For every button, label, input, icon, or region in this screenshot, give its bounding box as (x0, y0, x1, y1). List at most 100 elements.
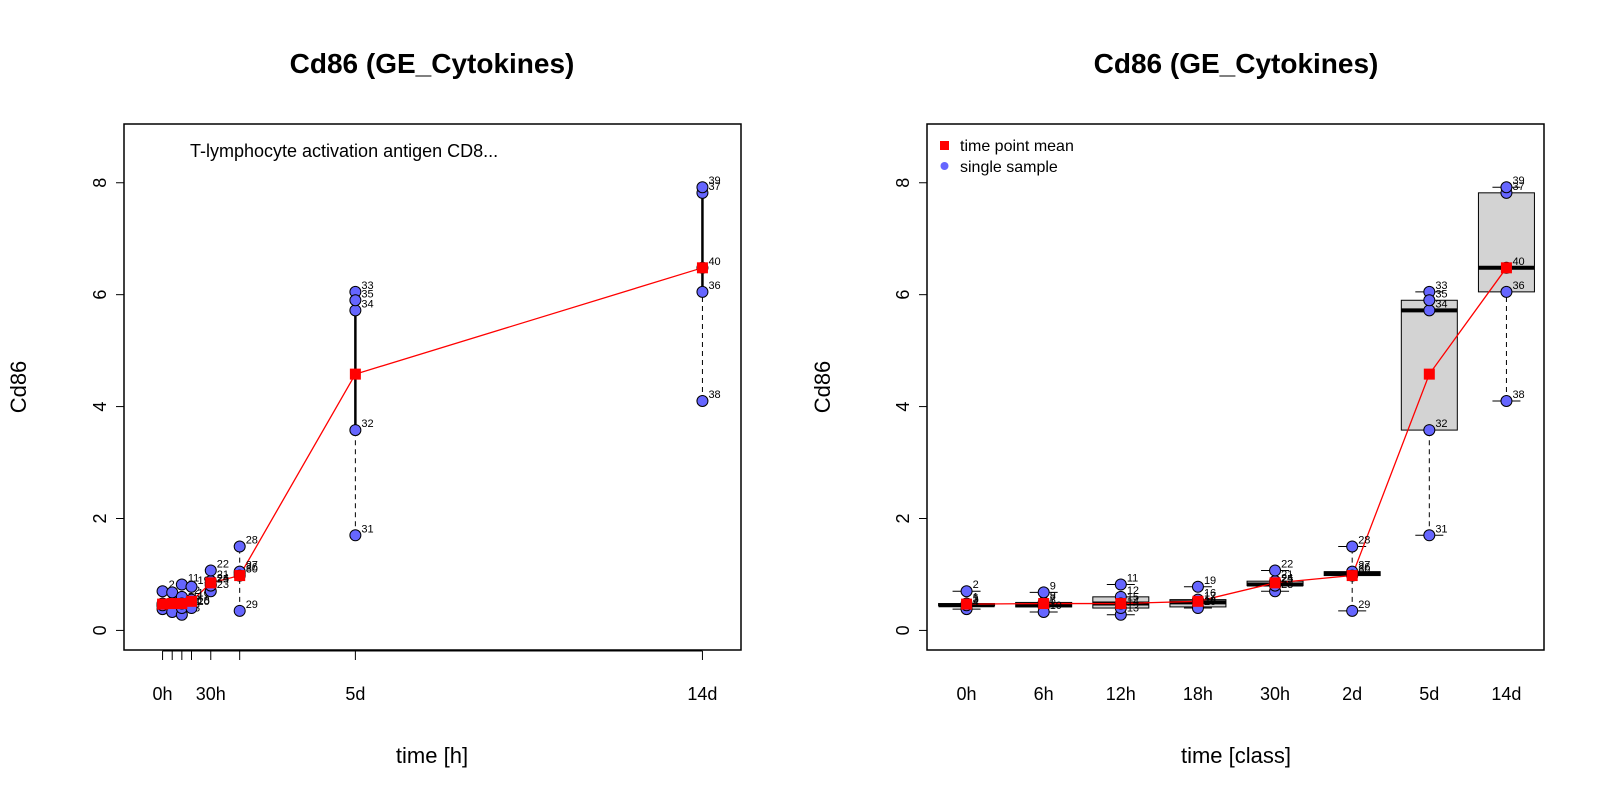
left-y-tick-label: 4 (90, 402, 110, 412)
right-x-tick-label: 6h (1034, 684, 1054, 704)
right-x-axis-label: time [class] (1181, 743, 1291, 768)
right-y-axis-label: Cd86 (810, 361, 835, 414)
right-mean-point (1423, 368, 1435, 380)
right-sample-label: 29 (1358, 599, 1370, 611)
left-mean-point (166, 598, 178, 610)
right-mean-point (1269, 577, 1281, 589)
right-mean-point (1346, 570, 1358, 582)
left-sample-point (696, 394, 709, 407)
left-sample-label: 39 (708, 175, 720, 187)
right-sample-point (1423, 294, 1436, 307)
right-sample-label: 35 (1435, 288, 1447, 300)
left-sample-point (166, 586, 179, 599)
box-body (1400, 299, 1458, 431)
right-x-tick-label: 5d (1419, 684, 1439, 704)
left-y-axis-label: Cd86 (6, 361, 31, 414)
right-y-tick-label: 2 (893, 513, 913, 523)
right-sample-label: 30 (1358, 564, 1370, 576)
legend-mean-swatch (940, 141, 949, 150)
left-sample-label: 35 (361, 288, 373, 300)
right-mean-point (961, 598, 973, 610)
right-sample-label: 12 (1127, 585, 1139, 597)
legend-mean-label: time point mean (960, 138, 1074, 155)
right-chart-title: Cd86 (GE_Cytokines) (1094, 48, 1379, 79)
left-sample-point (233, 604, 246, 617)
right-sample-label: 27 (1358, 560, 1370, 572)
legend: time point mean single sample (940, 138, 1074, 176)
left-sample-label: 2 (169, 579, 175, 591)
left-sample-label: 11 (188, 573, 199, 585)
right-sample-label: 31 (1435, 523, 1447, 535)
right-sample-point (1346, 540, 1359, 553)
right-sample-point (1500, 181, 1513, 194)
right-sample-label: 36 (1512, 280, 1524, 292)
right-sample-label: 16 (1204, 588, 1216, 600)
right-sample-label: 9 (1050, 580, 1056, 592)
left-mean-point (696, 262, 708, 274)
right-sample-point (1500, 285, 1513, 298)
left-mean-line (162, 267, 703, 605)
right-sample-label: 19 (1204, 575, 1216, 587)
left-y-tick-label: 0 (90, 625, 110, 635)
left-y-tick-label: 2 (90, 513, 110, 523)
left-sample-label: 27 (246, 560, 258, 572)
left-sample-point (349, 529, 362, 542)
right-sample-label: 20 (1204, 596, 1216, 608)
left-sample-point (696, 285, 709, 298)
right-sample-label: 5 (973, 593, 979, 605)
right-sample-label: 3 (973, 594, 979, 606)
right-x-tick-label: 18h (1183, 684, 1213, 704)
left-sample-label: 24 (217, 573, 229, 585)
right-y-tick-label: 4 (893, 402, 913, 412)
legend-sample-label: single sample (960, 159, 1058, 176)
right-sample-label: 40 (1512, 256, 1524, 268)
right-mean-point (1500, 262, 1512, 274)
right-sample-label: 26 (1358, 561, 1370, 573)
right-sample-label: 7 (1050, 593, 1056, 605)
left-sample-label: 32 (361, 418, 373, 430)
right-mean-line (966, 267, 1507, 605)
right-sample-point (1423, 304, 1436, 317)
right-sample-label: 23 (1281, 579, 1293, 591)
left-x-tick-label: 5d (345, 684, 365, 704)
right-sample-label: 8 (1050, 590, 1056, 602)
right-sample-label: 2 (973, 579, 979, 591)
right-y-tick-label: 8 (893, 178, 913, 188)
right-sample-point (1114, 578, 1127, 591)
legend-sample-swatch (940, 162, 949, 170)
right-sample-point (960, 585, 973, 598)
right-x-tick-label: 12h (1106, 684, 1136, 704)
box-body (1477, 192, 1535, 293)
left-x-axis-label: time [h] (396, 743, 468, 768)
left-sample-label: 34 (361, 298, 373, 310)
right-mean-point (1115, 598, 1127, 610)
right-y-tick-label: 0 (893, 625, 913, 635)
right-sample-label: 18 (1204, 595, 1216, 607)
left-sample-label: 23 (217, 579, 229, 591)
left-sample-label: 26 (246, 561, 258, 573)
right-sample-point (1346, 604, 1359, 617)
left-sample-point (349, 294, 362, 307)
right-sample-label: 34 (1435, 298, 1447, 310)
left-sample-label: 30 (246, 564, 258, 576)
left-x-tick-label: 0h (153, 684, 173, 704)
left-sample-point (175, 578, 188, 591)
left-y-tick-label: 8 (90, 178, 110, 188)
left-sample-point (233, 540, 246, 553)
right-sample-label: 10 (1050, 600, 1062, 612)
right-sample-label: 25 (1281, 574, 1293, 586)
right-sample-label: 39 (1512, 175, 1524, 187)
right-x-tick-label: 14d (1491, 684, 1521, 704)
left-sample-point (349, 424, 362, 437)
right-x-tick-label: 30h (1260, 684, 1290, 704)
right-mean-point (1192, 595, 1204, 607)
left-mean-point (234, 570, 246, 582)
left-sample-label: 38 (708, 389, 720, 401)
left-mean-point (349, 368, 361, 380)
right-sample-label: 4 (973, 597, 979, 609)
left-chart-title: Cd86 (GE_Cytokines) (290, 48, 575, 79)
right-sample-label: 13 (1127, 603, 1139, 615)
left-sample-label: 20 (197, 596, 209, 608)
